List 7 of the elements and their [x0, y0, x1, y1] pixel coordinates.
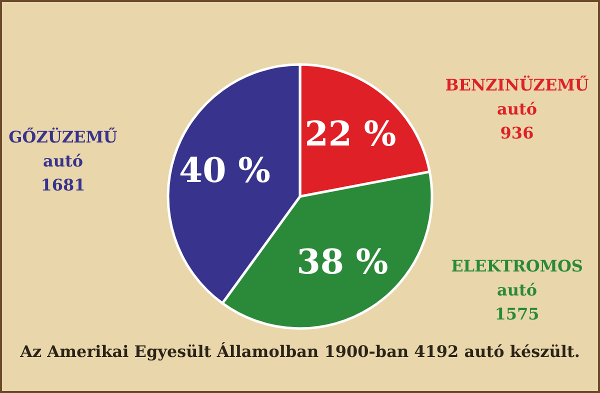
slice-label: GŐZÜZEMŰ autó 1681 — [8, 126, 118, 194]
data-label: 22 % — [304, 114, 396, 154]
data-label: 40 % — [178, 151, 270, 192]
slice-label: BENZINÜZEMŰ autó 936 — [445, 74, 589, 143]
data-label: 38 % — [296, 242, 388, 282]
text: Az Amerikai Egyesült Államolban 1900-ban 4192 autó készült. — [19, 342, 580, 361]
slice-label: ELEKTROMOS autó 1575 — [451, 256, 583, 324]
